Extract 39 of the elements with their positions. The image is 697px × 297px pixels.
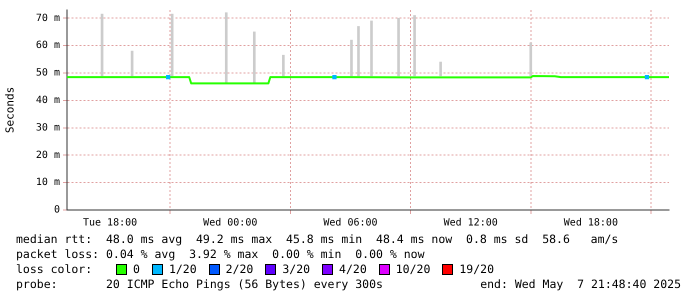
bar <box>130 50 134 76</box>
text: packet loss: 0.04 % avg 3.92 % max 0.00 % min 0.00 % now <box>16 247 426 262</box>
x-tick-label: Wed 00:00 <box>203 218 258 229</box>
bar <box>397 18 400 76</box>
text: end: Wed May 7 21:48:40 2025 <box>480 277 681 292</box>
legend-label: 2/20 <box>226 262 254 277</box>
x-tick-label: Wed 06:00 <box>323 218 378 229</box>
legend-label: 19/20 <box>459 262 494 277</box>
text: median rtt: 48.0 ms avg 49.2 ms max 45.8 ms min 48.4 ms now 0.8 ms sd 58.6 am/s <box>16 232 620 247</box>
x-tick-label: Tue 18:00 <box>82 218 138 229</box>
bar <box>413 15 416 76</box>
legend-label: 3/20 <box>282 262 310 277</box>
y-tick-label: 30 m <box>36 122 60 134</box>
x-tick-label: Wed 18:00 <box>564 218 618 229</box>
bar <box>252 32 256 83</box>
y-tick-label: 0 <box>54 204 60 216</box>
text: probe: 20 ICMP Echo Pings (56 Bytes) every 300s <box>16 277 383 292</box>
bar <box>529 42 532 76</box>
bar <box>439 62 442 76</box>
bar <box>282 54 285 76</box>
bar <box>357 26 360 76</box>
y-axis-title: Seconds <box>3 86 16 134</box>
legend-label: 1/20 <box>168 262 197 277</box>
y-tick-label: 20 m <box>36 150 60 161</box>
y-tick-label: 60 m <box>36 40 60 52</box>
bar <box>350 40 353 76</box>
bar <box>370 20 373 76</box>
legend-label: 4/20 <box>339 262 367 277</box>
bar <box>100 14 104 76</box>
y-tick-label: 50 m <box>36 68 60 79</box>
legend-title: loss color: <box>16 262 94 277</box>
bar <box>224 12 228 83</box>
bar <box>170 14 174 76</box>
y-tick-label: 70 m <box>36 12 60 24</box>
legend-label: 0 <box>133 262 140 277</box>
legend-label: 10/20 <box>396 262 430 277</box>
y-tick-label: 10 m <box>36 177 60 188</box>
x-tick-label: Wed 12:00 <box>444 218 498 229</box>
y-tick-label: 40 m <box>36 95 60 106</box>
